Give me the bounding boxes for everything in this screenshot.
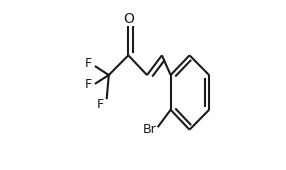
Text: F: F (85, 57, 92, 70)
Text: F: F (96, 98, 104, 111)
Text: O: O (123, 12, 134, 26)
Text: Br: Br (143, 123, 157, 136)
Text: F: F (85, 79, 92, 91)
